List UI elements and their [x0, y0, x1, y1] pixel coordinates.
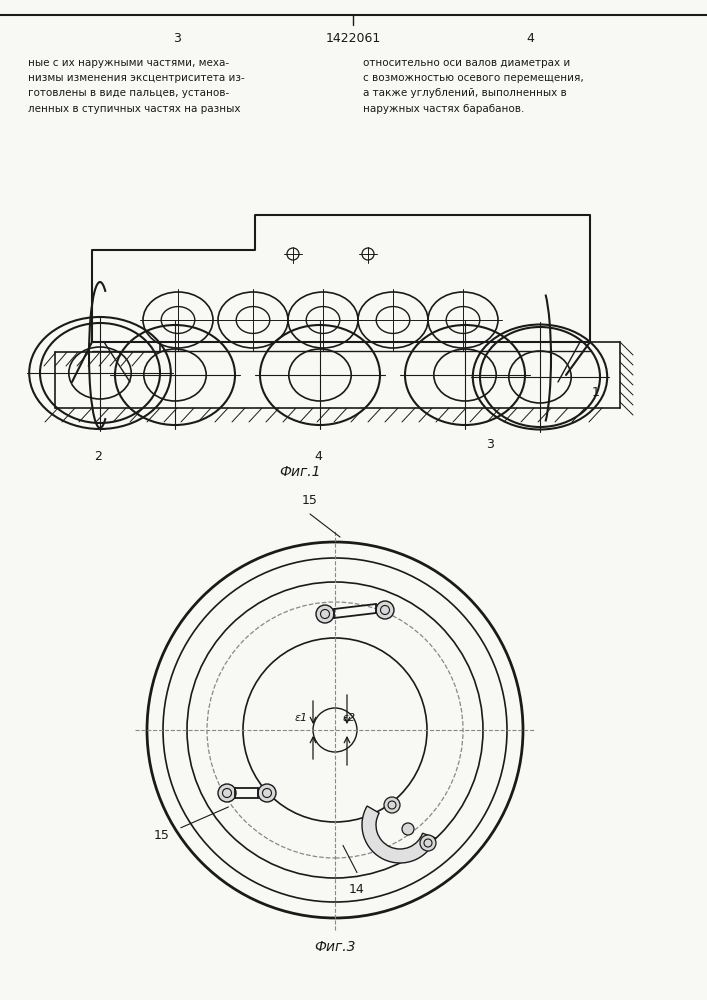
- Circle shape: [384, 797, 400, 813]
- Text: 4: 4: [314, 450, 322, 463]
- Circle shape: [316, 605, 334, 623]
- Text: 1422061: 1422061: [325, 31, 380, 44]
- Text: ные с их наружными частями, меха-
низмы изменения эксцентриситета из-
готовлены : ные с их наружными частями, меха- низмы …: [28, 58, 245, 114]
- Circle shape: [218, 784, 236, 802]
- Text: 3: 3: [173, 31, 181, 44]
- Text: относительно оси валов диаметрах и
с возможностью осевого перемещения,
а также у: относительно оси валов диаметрах и с воз…: [363, 58, 584, 114]
- Circle shape: [402, 823, 414, 835]
- Text: 3: 3: [486, 438, 494, 451]
- Wedge shape: [362, 806, 436, 863]
- Circle shape: [376, 601, 394, 619]
- Text: 2: 2: [94, 450, 102, 463]
- Text: 1: 1: [592, 385, 600, 398]
- Circle shape: [420, 835, 436, 851]
- Text: 14: 14: [349, 883, 365, 896]
- Circle shape: [258, 784, 276, 802]
- Text: 15: 15: [153, 829, 170, 842]
- Text: Фиг.1: Фиг.1: [279, 465, 321, 479]
- Text: Фиг.3: Фиг.3: [314, 940, 356, 954]
- Text: ε1: ε1: [294, 713, 308, 723]
- Text: 4: 4: [526, 31, 534, 44]
- Text: 15: 15: [302, 494, 318, 507]
- Text: ε2: ε2: [342, 713, 356, 723]
